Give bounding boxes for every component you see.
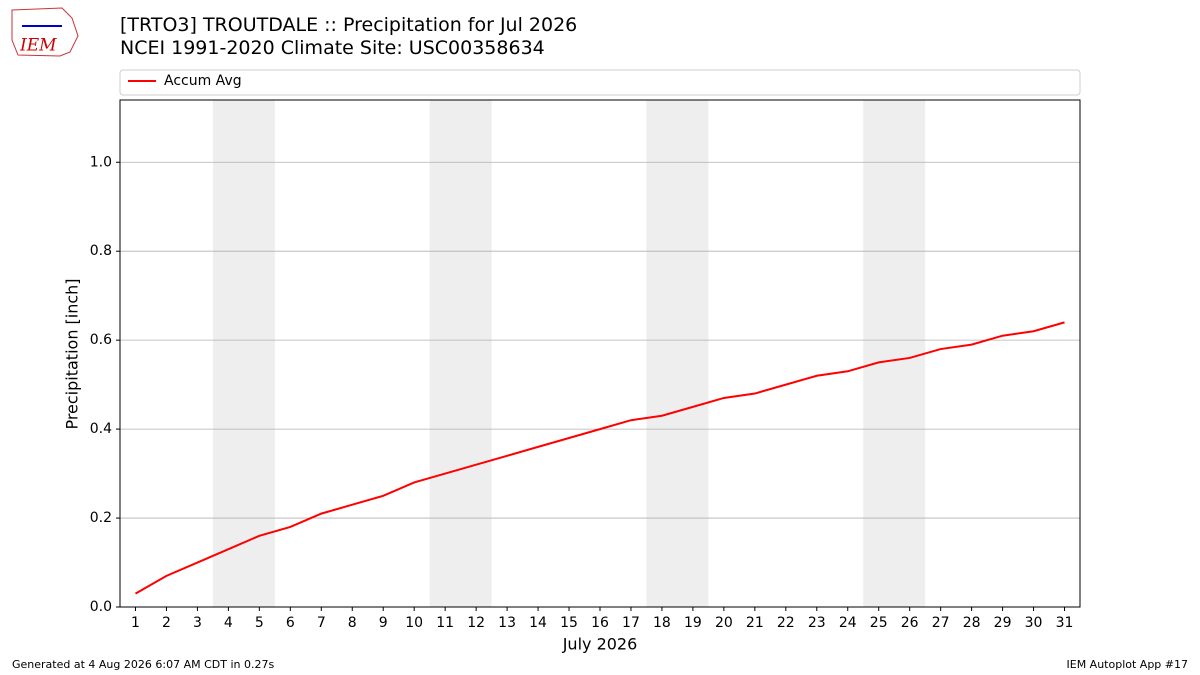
x-tick-label: 26 [901,615,919,631]
x-tick-label: 2 [162,615,171,631]
y-tick-label: 0.8 [90,243,112,259]
x-tick-label: 24 [839,615,857,631]
x-tick-label: 17 [622,615,640,631]
x-tick-label: 20 [715,615,733,631]
data-line [134,321,1065,595]
x-tick-label: 16 [591,615,609,631]
legend-box [119,69,1081,96]
x-tick-label: 29 [994,615,1012,631]
x-tick-label: 31 [1056,615,1074,631]
x-tick-label: 25 [870,615,888,631]
x-tick-label: 22 [777,615,795,631]
logo-text: IEM [19,36,57,56]
weekend-shade [863,100,926,607]
x-tick-label: 23 [808,615,826,631]
chart-title: [TRTO3] TROUTDALE :: Precipitation for J… [120,14,577,36]
x-tick-label: 4 [224,615,233,631]
plot-frame [119,99,1081,608]
y-tick-label: 0.4 [90,421,112,437]
x-tick-label: 6 [286,615,295,631]
x-tick-label: 12 [467,615,485,631]
chart-subtitle: NCEI 1991-2020 Climate Site: USC00358634 [120,37,545,59]
x-tick-label: 5 [255,615,264,631]
x-tick-label: 13 [498,615,516,631]
weekend-shade [646,100,709,607]
x-tick-label: 8 [348,615,357,631]
x-tick-label: 11 [436,615,454,631]
weekend-shade [429,100,492,607]
x-tick-label: 1 [131,615,140,631]
weekend-shade [212,100,275,607]
y-tick-label: 0.6 [90,332,112,348]
legend-label: Accum Avg [164,73,242,89]
x-tick-label: 27 [932,615,950,631]
footer-right: IEM Autoplot App #17 [1067,658,1189,671]
y-tick-label: 0.2 [90,510,112,526]
y-tick-label: 1.0 [90,154,112,170]
y-tick-label: 0.0 [90,599,112,615]
x-tick-label: 21 [746,615,764,631]
y-axis-label: Precipitation [inch] [63,278,82,429]
footer-left: Generated at 4 Aug 2026 6:07 AM CDT in 0… [12,658,274,671]
x-tick-label: 28 [963,615,981,631]
x-tick-label: 7 [317,615,326,631]
logo-outline [11,7,79,57]
x-axis-label: July 2026 [562,635,638,654]
x-tick-label: 9 [379,615,388,631]
logo: IEM [11,7,79,57]
x-tick-label: 18 [653,615,671,631]
x-tick-label: 30 [1025,615,1043,631]
x-tick-label: 3 [193,615,202,631]
x-tick-label: 19 [684,615,702,631]
x-tick-label: 14 [529,615,547,631]
x-tick-label: 15 [560,615,578,631]
x-tick-label: 10 [405,615,423,631]
